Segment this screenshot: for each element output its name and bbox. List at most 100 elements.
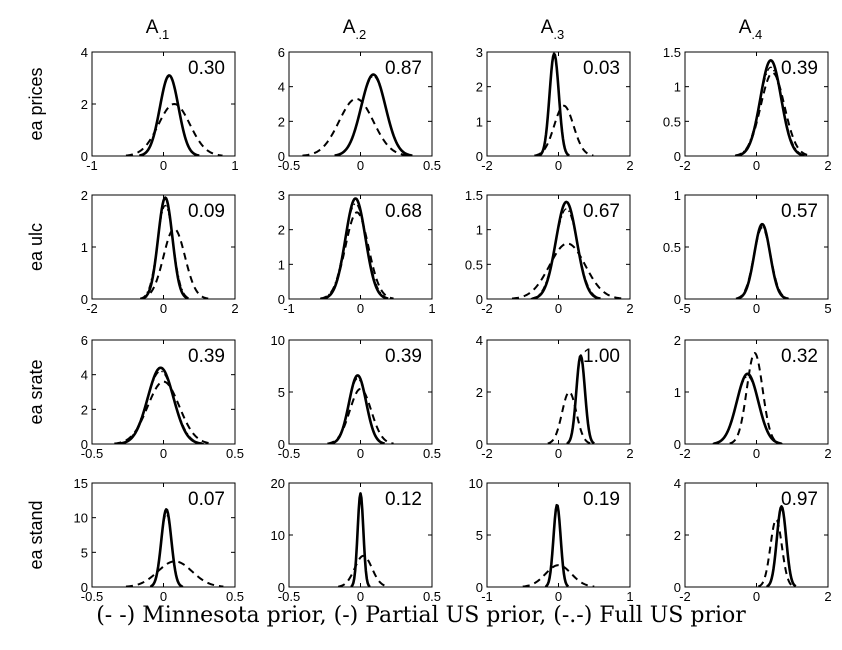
x-tick-label: -0.5 (278, 589, 300, 604)
y-tick-label: 0 (81, 292, 88, 307)
panel-r2-c4: -5 0 500.510.57 (663, 188, 832, 316)
x-tick-label: 2 (626, 301, 633, 316)
y-tick-label: 1 (674, 385, 681, 400)
y-tick-label: 1 (674, 80, 681, 95)
x-tick-label: 1 (428, 301, 435, 316)
series-solid (150, 508, 183, 587)
panel-value-label: 0.03 (583, 58, 620, 79)
y-tick-label: 5 (476, 528, 483, 543)
series-dashed (302, 97, 410, 156)
x-tick-label: 5 (824, 301, 831, 316)
series-dashed (125, 560, 224, 587)
series-dashed (734, 71, 811, 156)
x-tick-label: 0 (357, 158, 364, 173)
x-tick-label: 0 (555, 158, 562, 173)
x-tick-label: 2 (824, 158, 831, 173)
y-tick-label: 0 (278, 580, 285, 595)
series-dashdot (334, 75, 413, 156)
panel-value-label: 0.09 (188, 201, 225, 222)
y-tick-label: 1 (278, 257, 285, 272)
x-tick-label: 0 (753, 301, 760, 316)
y-tick-label: 6 (81, 333, 88, 348)
y-tick-label: 10 (469, 476, 483, 491)
x-tick-label: 1 (626, 589, 633, 604)
series-dashdot (736, 225, 788, 299)
y-tick-label: 0 (278, 292, 285, 307)
column-title: A.2 (343, 17, 367, 42)
x-tick-label: 0 (160, 158, 167, 173)
panel-r2-c3: -2 0 200.511.50.67 (465, 188, 634, 316)
x-tick-label: 0 (555, 589, 562, 604)
y-tick-label: 2 (476, 80, 483, 95)
panel-value-label: 0.19 (583, 489, 620, 510)
x-tick-label: -2 (481, 158, 493, 173)
y-tick-label: 5 (81, 545, 88, 560)
x-tick-label: 0 (753, 589, 760, 604)
x-tick-label: -5 (679, 301, 691, 316)
x-tick-label: -1 (481, 589, 493, 604)
y-tick-label: 2 (476, 385, 483, 400)
x-tick-label: -1 (86, 158, 98, 173)
series-dashdot (538, 54, 570, 156)
y-tick-label: 4 (278, 80, 285, 95)
series-dashdot (139, 76, 200, 156)
panel-value-label: 0.57 (781, 201, 818, 222)
y-tick-label: 0 (674, 149, 681, 164)
x-tick-label: -2 (679, 158, 691, 173)
series-solid (538, 52, 570, 156)
panel-value-label: 0.87 (385, 58, 422, 79)
y-tick-label: 0 (674, 437, 681, 452)
y-tick-label: 1 (476, 223, 483, 238)
x-tick-label: 0 (555, 446, 562, 461)
series-dashed (729, 352, 780, 444)
x-tick-label: -0.5 (278, 158, 300, 173)
y-tick-label: 0 (476, 149, 483, 164)
y-tick-label: 3 (278, 188, 285, 203)
y-tick-label: 2 (278, 114, 285, 129)
x-tick-label: 0 (160, 446, 167, 461)
y-tick-label: 4 (81, 368, 88, 383)
y-tick-label: 0 (674, 580, 681, 595)
x-tick-label: -0.5 (278, 446, 300, 461)
x-tick-label: 0 (160, 589, 167, 604)
series-dashed (320, 211, 394, 299)
series-dashdot (766, 508, 797, 587)
row-label: ea prices (26, 67, 46, 140)
column-title: A.3 (541, 17, 565, 42)
y-tick-label: 2 (674, 333, 681, 348)
x-tick-label: 0.5 (423, 158, 441, 173)
panel-value-label: 0.97 (781, 489, 818, 510)
x-tick-label: -2 (679, 589, 691, 604)
y-tick-label: 2 (81, 97, 88, 112)
y-tick-label: 6 (278, 45, 285, 60)
panel-value-label: 0.67 (583, 201, 620, 222)
x-tick-label: -0.5 (81, 589, 103, 604)
x-tick-label: 2 (824, 589, 831, 604)
x-tick-label: 0 (357, 589, 364, 604)
panel-value-label: 0.32 (781, 346, 818, 367)
y-tick-label: 2 (81, 402, 88, 417)
row-label: ea ulc (26, 223, 46, 271)
y-tick-label: 10 (271, 528, 285, 543)
x-tick-label: 2 (231, 301, 238, 316)
series-dashdot (530, 208, 603, 299)
series-dashed (338, 554, 389, 587)
column-title-subscript: .2 (355, 27, 366, 42)
y-tick-label: 4 (476, 333, 483, 348)
y-tick-label: 1.5 (465, 188, 483, 203)
y-tick-label: 15 (74, 476, 88, 491)
x-tick-label: -1 (283, 301, 295, 316)
x-tick-label: 0 (357, 446, 364, 461)
y-tick-label: 0 (81, 149, 88, 164)
figure-caption: (- -) Minnesota prior, (-) Partial US pr… (96, 603, 746, 628)
y-tick-label: 0 (81, 437, 88, 452)
